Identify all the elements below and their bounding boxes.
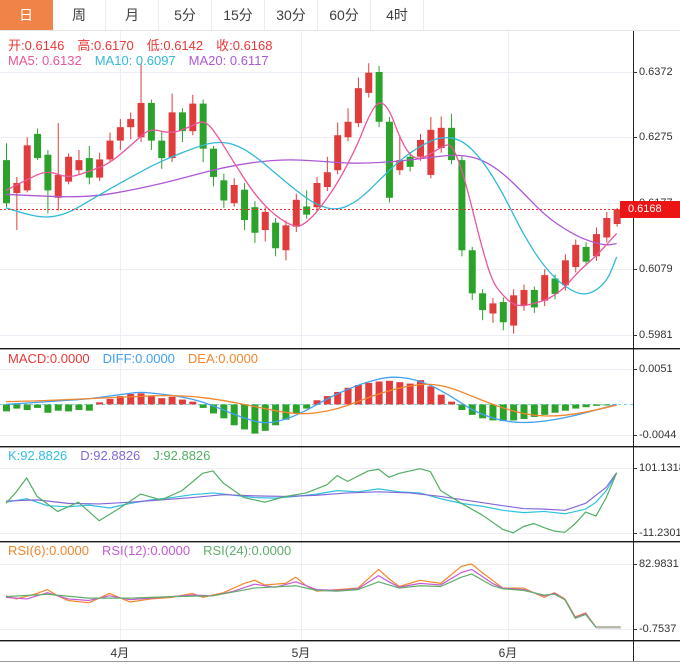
x-axis-label-3: 6月 [498,646,518,660]
y-axis-label-p4-2: -0.7537 [639,623,677,635]
current-price-badge: 0.6168 [620,200,680,218]
ma-legend-item-1: MA5: 0.6132 [8,53,82,68]
y-axis-label-p1-1: 0.6372 [639,66,673,78]
x-axis-label-2: 5月 [291,646,311,660]
ohlc-legend-item-4: 收:0.6168 [216,38,273,53]
tab-timeframe-2[interactable]: 周 [53,0,106,30]
y-axis-label-p3-2: -11.2301 [639,527,680,539]
ohlc-legend: 开:0.6146 高:0.6170 低:0.6142 收:0.6168 [8,35,273,54]
y-axis-label-p1-2: 0.6275 [639,131,673,144]
rsi-legend-item-3: RSI(24):0.0000 [203,543,292,558]
rsi-legend: RSI(6):0.0000 RSI(12):0.0000 RSI(24):0.000… [8,543,291,558]
ohlc-legend-item-2: 高:0.6170 [77,38,134,53]
ohlc-legend-item-1: 开:0.6146 [8,38,65,53]
macd-legend-item-1: MACD:0.0000 [8,351,90,366]
rsi-legend-item-2: RSI(12):0.0000 [101,543,191,558]
ma-legend-item-2: MA10: 0.6097 [94,53,176,68]
y-axis-label-p4-1: 82.9831 [639,558,679,570]
y-axis-label-p1-5: 0.5981 [639,329,673,341]
y-axis-label-p2-1: 0.0051 [639,363,673,375]
timeframe-tabbar: 日周月 5分 15分 30分 60分 4时 [0,0,680,31]
tab-timeframe-6[interactable]: 30分 [265,0,318,30]
tab-timeframe-3[interactable]: 月 [106,0,159,30]
kdj-legend-item-2: D:92.8826 [80,448,141,463]
tab-timeframe-7[interactable]: 60分 [318,0,371,30]
macd-legend: MACD:0.0000 DIFF:0.0000 DEA:0.0000 [8,351,258,366]
macd-legend-item-2: DIFF:0.0000 [102,351,175,366]
tab-timeframe-5[interactable]: 15分 [212,0,265,30]
kdj-legend-item-1: K:92.8826 [8,448,68,463]
tab-timeframe-1[interactable]: 日 [0,0,53,30]
x-axis-label-1: 4月 [110,646,130,660]
macd-legend-item-3: DEA:0.0000 [187,351,259,366]
y-axis-label-p1-4: 0.6079 [639,263,673,276]
y-axis-label-p2-2: -0.0044 [639,429,677,441]
y-axis-label-p3-1: 101.1318 [639,462,680,474]
ma-legend: MA5: 0.6132 MA10: 0.6097 MA20: 0.6117 [8,53,269,68]
rsi-legend-item-1: RSI(6):0.0000 [8,543,89,558]
ohlc-legend-item-3: 低:0.6142 [146,38,204,53]
ma-legend-item-3: MA20: 0.6117 [188,53,269,68]
tab-timeframe-8[interactable]: 4时 [371,0,424,30]
kdj-legend-item-3: J:92.8826 [153,448,211,463]
kdj-legend: K:92.8826 D:92.8826 J:92.8826 [8,448,210,463]
tab-timeframe-4[interactable]: 5分 [159,0,212,30]
